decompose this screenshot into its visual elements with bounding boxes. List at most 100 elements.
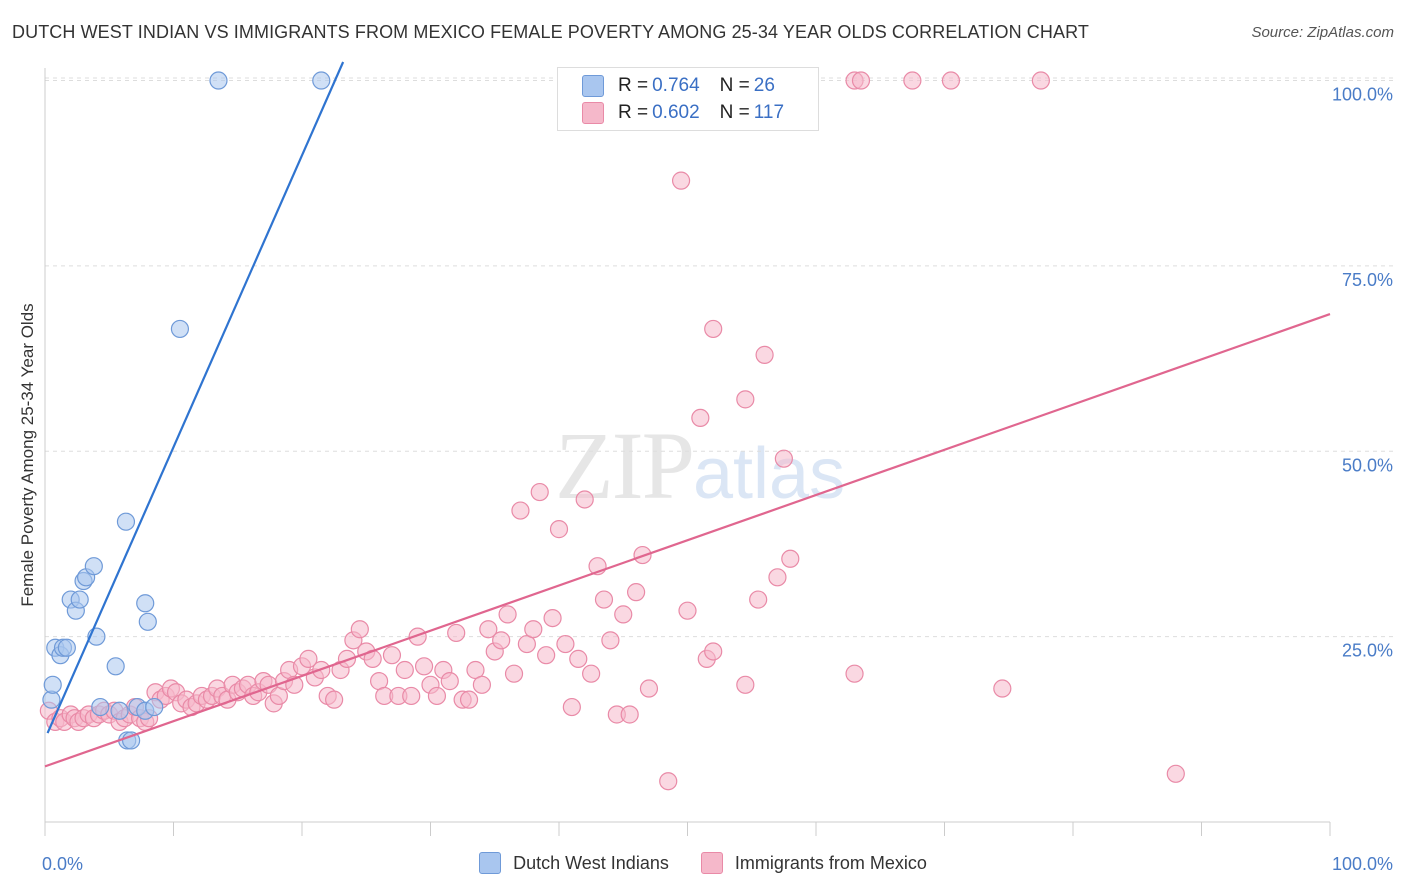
data-point-mexico — [569, 649, 588, 668]
data-point-mexico — [511, 501, 530, 520]
data-point-mexico — [704, 319, 723, 339]
series-legend-mexico[interactable]: Immigrants from Mexico — [700, 852, 927, 874]
data-point-mexico — [492, 631, 511, 650]
data-point-dutch — [57, 638, 76, 657]
data-point-mexico — [749, 590, 768, 609]
series-legend-label: Dutch West Indians — [513, 852, 669, 873]
data-point-dutch — [209, 71, 228, 90]
data-point-dutch — [43, 675, 62, 694]
data-point-mexico — [851, 71, 871, 90]
series-legend-dutch[interactable]: Dutch West Indians — [479, 852, 669, 874]
legend-r-value: 0.602 — [652, 102, 700, 123]
source-credit: Source: ZipAtlas.com — [1251, 24, 1394, 41]
data-point-mexico — [408, 627, 427, 646]
data-point-mexico — [845, 664, 864, 683]
y-tick-label: 100.0% — [1332, 85, 1393, 105]
data-point-mexico — [504, 664, 524, 683]
data-point-mexico — [1031, 71, 1050, 90]
data-point-dutch — [110, 701, 129, 720]
data-point-dutch — [121, 731, 141, 750]
data-point-dutch — [70, 590, 89, 609]
legend-swatch-blue — [582, 75, 604, 97]
legend-r-label: R = — [618, 102, 649, 123]
y-tick-label: 50.0% — [1342, 455, 1393, 475]
y-tick-label: 25.0% — [1342, 641, 1393, 661]
legend-row-mexico: R = 0.602 N = 117 — [582, 102, 788, 124]
data-point-dutch — [138, 612, 157, 631]
series-legend: Dutch West Indians Immigrants from Mexic… — [0, 852, 1406, 874]
series-swatch-pink — [700, 852, 723, 874]
data-point-dutch — [91, 697, 110, 717]
data-point-mexico — [903, 71, 922, 90]
data-point-mexico — [575, 490, 594, 509]
data-point-mexico — [781, 549, 800, 568]
data-point-mexico — [498, 605, 517, 624]
data-point-mexico — [447, 623, 466, 643]
legend-r-label: R = — [618, 75, 649, 96]
legend-n-value: 117 — [753, 102, 785, 123]
y-tick-label: 75.0% — [1342, 270, 1393, 290]
data-point-mexico — [774, 449, 793, 468]
data-point-mexico — [556, 634, 575, 654]
watermark-atlas: atlas — [693, 434, 846, 514]
data-point-mexico — [1166, 764, 1185, 783]
data-point-mexico — [659, 772, 678, 791]
data-point-mexico — [530, 482, 549, 502]
data-point-mexico — [736, 675, 755, 694]
trend-line-dutch — [46, 61, 345, 734]
legend-n-value: 26 — [753, 75, 775, 96]
data-point-mexico — [459, 690, 479, 709]
series-legend-label: Immigrants from Mexico — [734, 852, 927, 873]
data-point-dutch — [312, 71, 331, 90]
data-point-mexico — [414, 657, 434, 676]
x-tick-label-right: 100.0% — [1332, 854, 1393, 874]
data-point-dutch — [84, 557, 103, 576]
legend-swatch-pink — [582, 102, 604, 124]
data-point-mexico — [594, 590, 614, 609]
data-point-mexico — [427, 686, 447, 706]
data-point-mexico — [325, 690, 344, 709]
data-point-mexico — [704, 642, 723, 661]
data-point-mexico — [524, 620, 543, 639]
data-point-mexico — [472, 675, 491, 694]
data-point-mexico — [993, 679, 1012, 698]
data-point-mexico — [678, 601, 697, 620]
data-point-dutch — [136, 594, 155, 613]
legend-r-value: 0.764 — [652, 75, 700, 96]
data-point-dutch — [145, 697, 164, 717]
correlation-legend: R = 0.764 N = 26 R = 0.602 N = 117 — [557, 67, 819, 131]
data-point-mexico — [755, 345, 774, 364]
data-point-mexico — [941, 71, 961, 90]
data-point-mexico — [639, 679, 659, 698]
chart-title: DUTCH WEST INDIAN VS IMMIGRANTS FROM MEX… — [12, 22, 1089, 42]
data-point-mexico — [543, 608, 562, 628]
legend-n-label: N = — [719, 102, 750, 123]
data-point-mexico — [382, 646, 402, 665]
data-point-mexico — [768, 568, 787, 587]
data-point-mexico — [440, 672, 459, 691]
data-point-mexico — [620, 705, 639, 724]
legend-n-label: N = — [719, 75, 750, 96]
legend-row-dutch: R = 0.764 N = 26 — [582, 75, 779, 97]
trend-line-mexico — [44, 313, 1331, 768]
series-swatch-blue — [479, 852, 502, 874]
data-point-mexico — [299, 649, 318, 668]
data-point-mexico — [736, 390, 755, 409]
data-point-mexico — [626, 583, 646, 602]
data-point-mexico — [350, 620, 369, 639]
data-point-mexico — [395, 660, 414, 680]
data-point-mexico — [402, 686, 421, 706]
data-point-mexico — [582, 664, 601, 683]
x-tick-label-left: 0.0% — [42, 854, 83, 874]
data-point-mexico — [691, 408, 710, 428]
data-point-mexico — [601, 631, 620, 650]
data-point-dutch — [116, 512, 136, 531]
data-point-mexico — [671, 171, 691, 190]
data-point-dutch — [106, 657, 125, 676]
data-point-mexico — [614, 605, 633, 624]
data-point-mexico — [479, 620, 498, 639]
data-point-mexico — [337, 649, 357, 668]
data-point-dutch — [170, 319, 190, 339]
y-axis-label: Female Poverty Among 25-34 Year Olds — [18, 303, 37, 607]
